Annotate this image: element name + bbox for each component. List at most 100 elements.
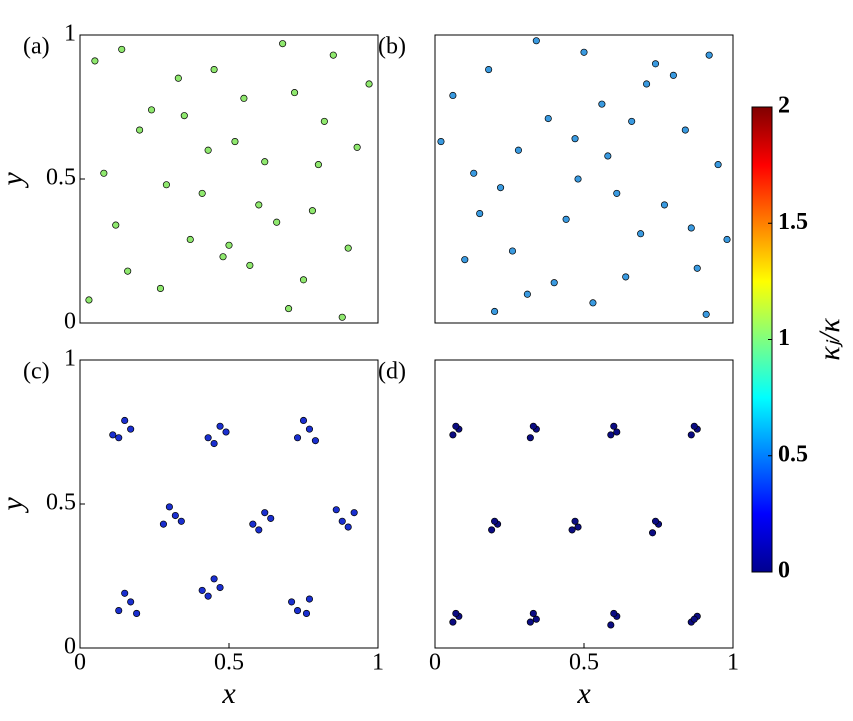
- point: [476, 210, 484, 218]
- point: [320, 117, 328, 125]
- point: [219, 253, 227, 261]
- point: [216, 422, 224, 430]
- panel-label: (d): [378, 359, 406, 385]
- point: [147, 106, 156, 114]
- y-axis-label: y: [0, 497, 29, 514]
- point: [613, 189, 621, 197]
- point: [705, 51, 713, 59]
- point: [613, 428, 621, 436]
- point: [329, 51, 337, 59]
- point: [338, 313, 346, 321]
- point: [305, 595, 314, 603]
- point: [714, 161, 722, 169]
- point: [285, 305, 293, 313]
- point: [291, 89, 299, 97]
- point: [332, 506, 340, 514]
- point: [171, 511, 179, 520]
- point: [637, 230, 645, 238]
- point: [491, 517, 499, 525]
- point: [681, 126, 689, 134]
- y-tick-label: 0.5: [46, 165, 76, 191]
- y-axis-label: y: [0, 172, 29, 189]
- point: [273, 218, 281, 226]
- point: [222, 428, 230, 436]
- point: [452, 609, 460, 617]
- plot-frame: [434, 34, 734, 324]
- plot-frame: [79, 359, 379, 649]
- point: [159, 520, 167, 528]
- point: [669, 71, 677, 79]
- y-tick-label: 0: [64, 634, 76, 660]
- point: [246, 261, 254, 269]
- panel-label: (b): [378, 34, 406, 60]
- point: [177, 517, 185, 525]
- point: [574, 523, 582, 531]
- point: [249, 520, 257, 528]
- point: [91, 57, 99, 65]
- point: [100, 169, 108, 177]
- y-tick-label: 0.5: [46, 490, 76, 516]
- point: [529, 609, 537, 617]
- point: [180, 112, 188, 120]
- point: [470, 169, 478, 177]
- point: [279, 40, 287, 48]
- point: [133, 609, 141, 617]
- point: [165, 503, 173, 511]
- colorbar-tick-label: 2: [778, 93, 790, 119]
- point: [568, 526, 576, 534]
- point: [687, 431, 695, 439]
- colorbar-label: κⱼ/κ: [813, 318, 846, 361]
- point: [299, 416, 308, 425]
- point: [365, 80, 373, 88]
- point: [574, 175, 582, 183]
- x-tick-label: 0.5: [569, 650, 599, 676]
- panel-label: (a): [23, 34, 50, 60]
- point: [514, 146, 522, 154]
- point: [690, 422, 698, 430]
- y-tick-label: 1: [64, 21, 76, 47]
- point: [210, 439, 218, 448]
- point: [651, 60, 660, 68]
- x-axis-label: x: [576, 677, 591, 710]
- point: [544, 114, 552, 123]
- point: [210, 66, 218, 74]
- point: [156, 284, 165, 292]
- point: [497, 184, 505, 192]
- y-tick-label: 1: [64, 346, 76, 372]
- point: [162, 181, 170, 189]
- point: [293, 607, 302, 615]
- colorbar-tick-label: 1.5: [778, 209, 808, 235]
- point: [651, 517, 660, 525]
- point: [344, 523, 352, 531]
- point: [198, 586, 206, 594]
- point: [118, 45, 126, 53]
- point: [204, 592, 212, 600]
- point: [526, 434, 534, 442]
- point: [648, 529, 657, 537]
- point: [174, 74, 182, 82]
- point: [109, 431, 117, 439]
- point: [308, 207, 316, 215]
- point: [485, 66, 493, 74]
- point: [225, 241, 233, 249]
- point: [231, 138, 239, 146]
- point: [353, 143, 361, 151]
- point: [255, 201, 263, 209]
- point: [702, 310, 710, 318]
- point: [571, 517, 579, 525]
- point: [723, 235, 731, 244]
- point: [687, 224, 695, 232]
- point: [255, 526, 263, 534]
- point: [610, 422, 618, 430]
- point: [449, 431, 457, 439]
- colorbar-tick-label: 1: [778, 325, 790, 351]
- point: [198, 189, 206, 197]
- plot-frame: [79, 34, 379, 324]
- point: [121, 416, 129, 425]
- point: [589, 299, 597, 307]
- point: [210, 575, 218, 583]
- point: [261, 158, 269, 166]
- point: [550, 279, 558, 287]
- point: [643, 80, 651, 88]
- point: [127, 425, 135, 433]
